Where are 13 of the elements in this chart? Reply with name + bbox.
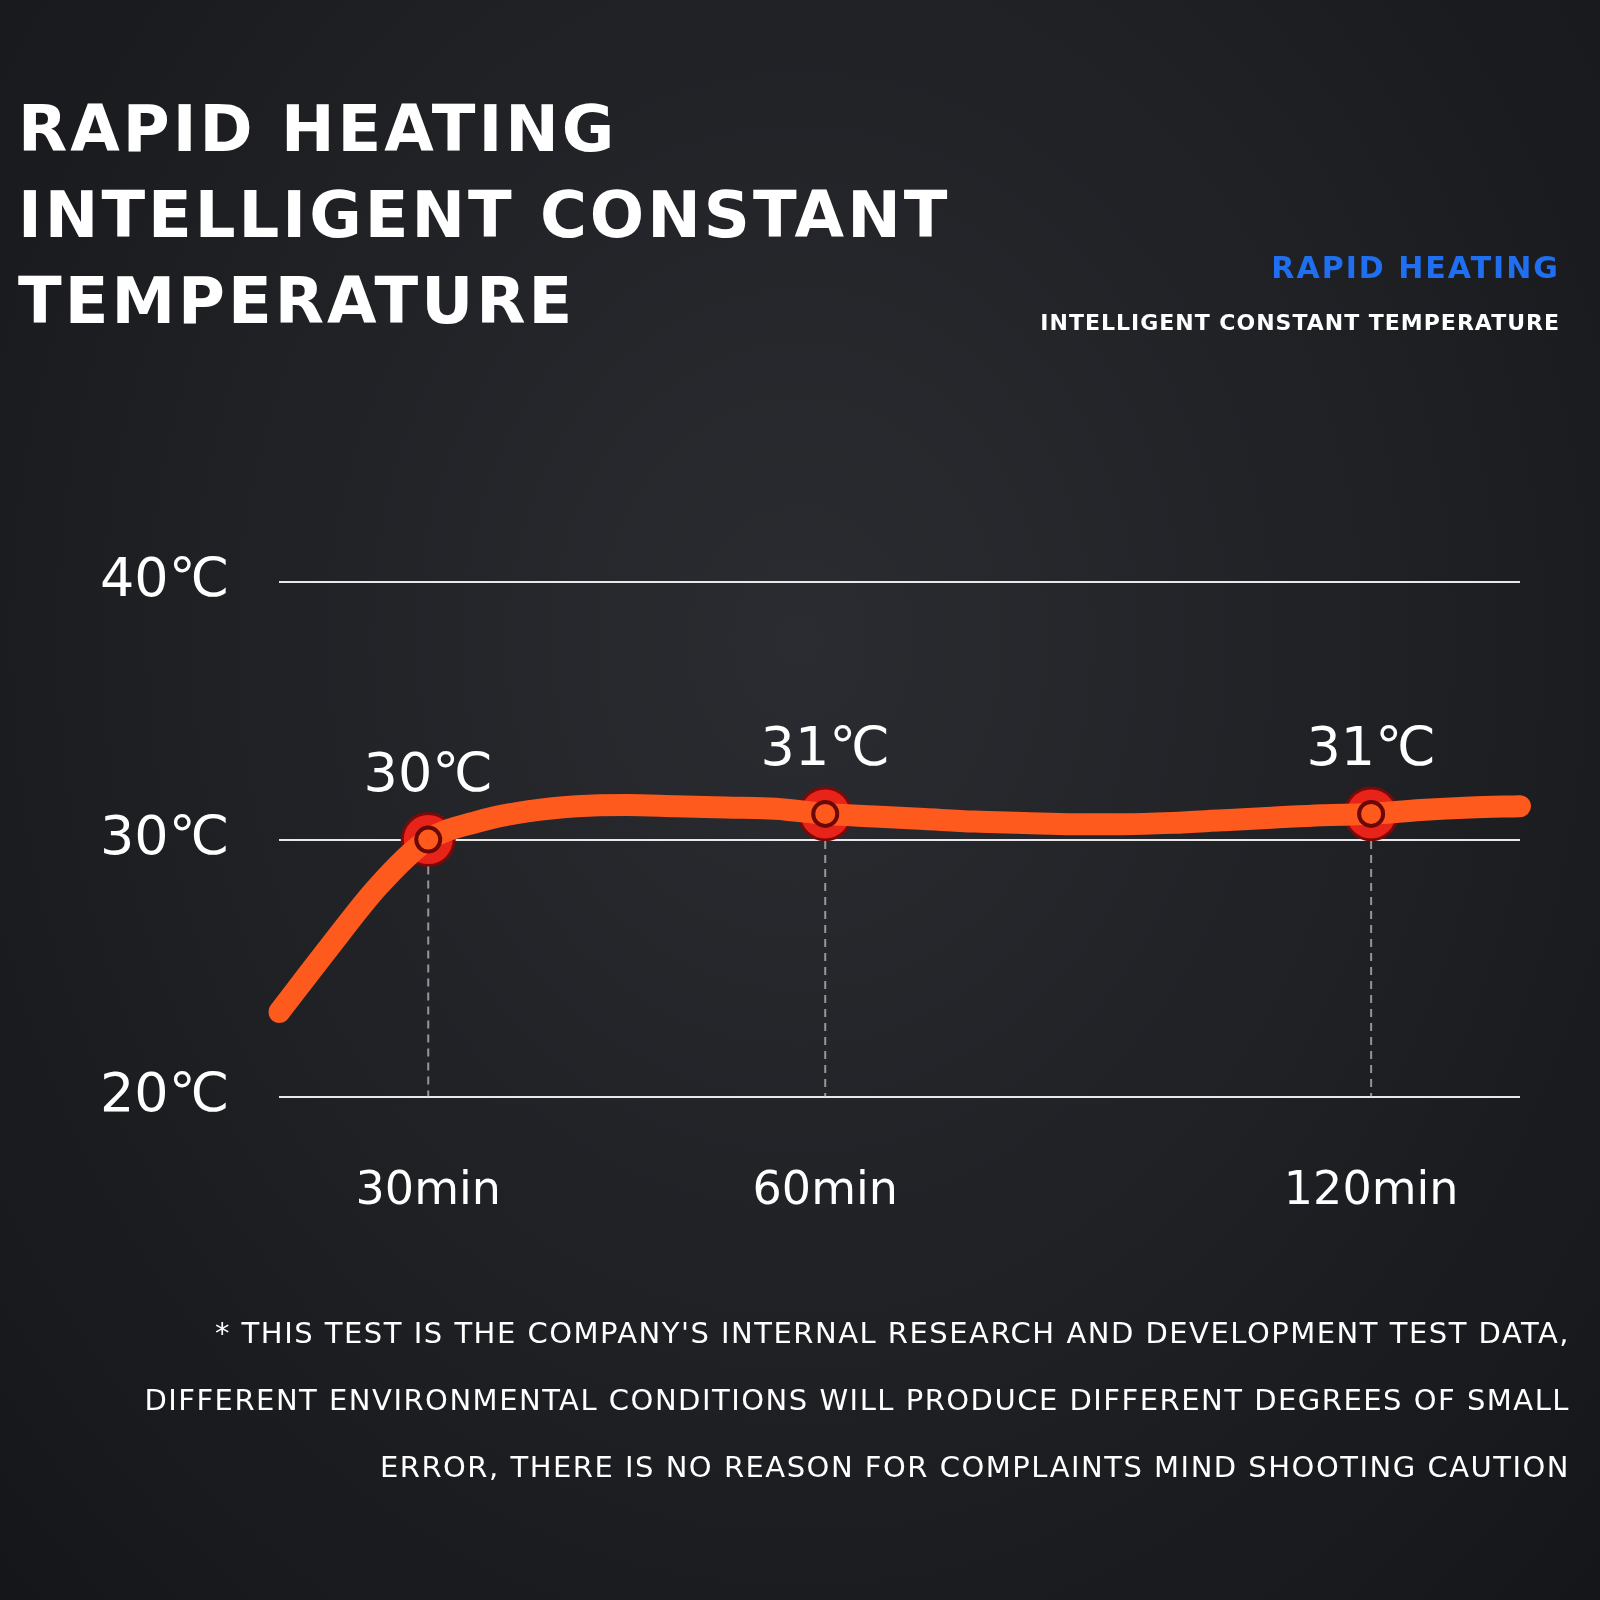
y-tick-label: 30℃ (100, 803, 230, 867)
y-tick-label: 40℃ (100, 546, 230, 610)
x-tick-label: 60min (752, 1161, 898, 1216)
text: INTELLIGENT CONSTANT TEMPERATURE (1040, 310, 1560, 335)
chart-title: RAPID HEATING INTELLIGENT CONSTANT TEMPERATURE (18, 91, 952, 340)
data-label: 31℃ (760, 714, 890, 778)
data-label: 31℃ (1306, 714, 1436, 778)
data-label: 30℃ (363, 740, 493, 804)
chart-subtitle: RAPID HEATING (1271, 250, 1560, 285)
text: * THIS TEST IS THE COMPANY'S INTERNAL RESEARCH AND DEVELOPMENT TEST DATA, DIFFERENT ENVIRONMENTAL CONDITIONS WILL PRODUCE DIFFERENT DEGREES OF SMALL ERROR, THERE IS NO REASON FOR COMPLAINTS MIND SHOOTING CAUTION (143, 1315, 1570, 1486)
x-tick-label: 30min (355, 1161, 501, 1216)
y-tick-label: 20℃ (100, 1060, 230, 1124)
x-tick-label: 120min (1283, 1161, 1459, 1216)
